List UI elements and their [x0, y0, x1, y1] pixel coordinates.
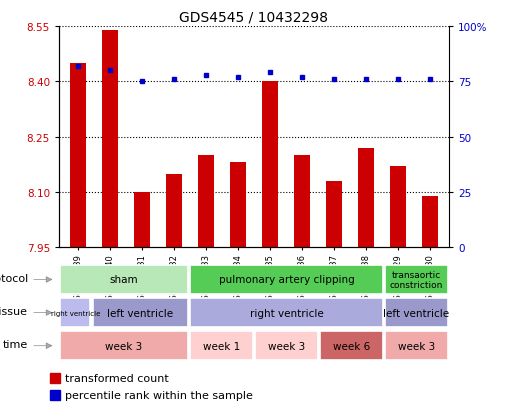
Bar [326, 182, 342, 248]
Text: tissue: tissue [0, 306, 28, 316]
Bar [70, 64, 86, 248]
Bar [230, 163, 246, 248]
Text: right ventricle: right ventricle [51, 310, 100, 316]
FancyBboxPatch shape [190, 299, 383, 327]
Bar [102, 31, 118, 248]
FancyBboxPatch shape [385, 266, 447, 294]
Text: week 6: week 6 [333, 341, 370, 351]
FancyBboxPatch shape [93, 299, 188, 327]
Text: sham: sham [110, 275, 139, 285]
Bar [358, 148, 374, 248]
Bar [50, 390, 60, 400]
Text: transaortic
constriction: transaortic constriction [390, 270, 443, 290]
FancyBboxPatch shape [61, 266, 188, 294]
FancyBboxPatch shape [320, 332, 383, 360]
Text: week 3: week 3 [105, 341, 143, 351]
Text: week 3: week 3 [398, 341, 435, 351]
FancyBboxPatch shape [61, 332, 188, 360]
Text: protocol: protocol [0, 273, 28, 283]
Text: transformed count: transformed count [65, 373, 168, 383]
Text: left ventricle: left ventricle [107, 308, 173, 318]
Text: time: time [3, 339, 28, 349]
FancyBboxPatch shape [385, 299, 447, 327]
Title: GDS4545 / 10432298: GDS4545 / 10432298 [180, 10, 328, 24]
Text: pulmonary artery clipping: pulmonary artery clipping [219, 275, 354, 285]
FancyBboxPatch shape [61, 299, 90, 327]
Bar [50, 373, 60, 383]
Bar [390, 167, 406, 248]
Text: right ventricle: right ventricle [249, 308, 323, 318]
FancyBboxPatch shape [255, 332, 318, 360]
Bar [262, 82, 278, 248]
Bar [198, 156, 214, 248]
Text: percentile rank within the sample: percentile rank within the sample [65, 390, 252, 400]
Bar [166, 174, 182, 248]
Text: left ventricle: left ventricle [383, 308, 449, 318]
FancyBboxPatch shape [385, 332, 447, 360]
FancyBboxPatch shape [190, 266, 383, 294]
Bar [134, 192, 150, 248]
Bar [422, 196, 438, 248]
Bar [294, 156, 310, 248]
Text: week 3: week 3 [268, 341, 305, 351]
FancyBboxPatch shape [190, 332, 252, 360]
Text: week 1: week 1 [203, 341, 240, 351]
